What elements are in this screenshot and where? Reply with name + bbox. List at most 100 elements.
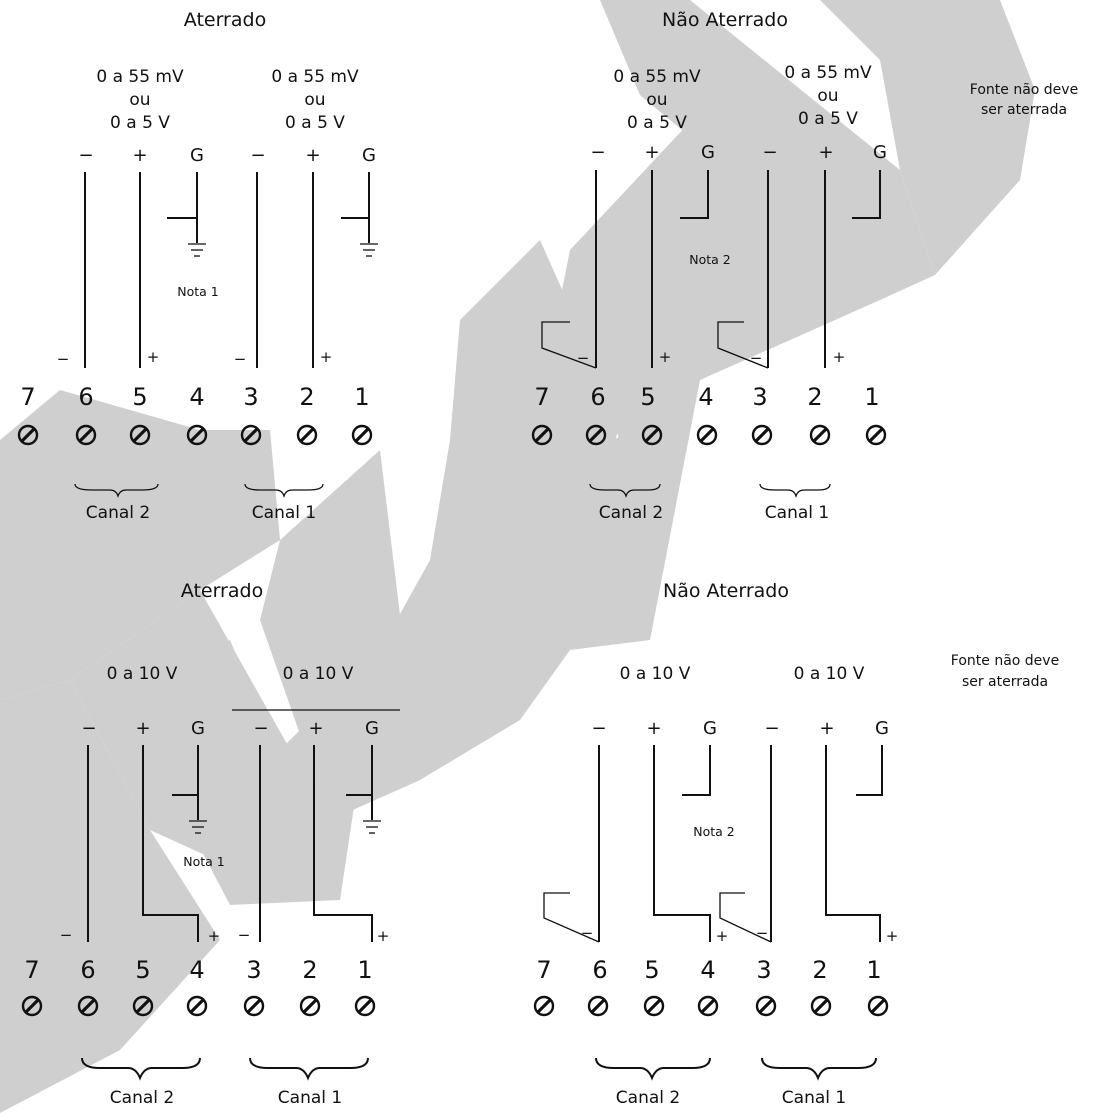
minus-label: − [750,349,763,367]
canal-label: Canal 1 [765,503,829,523]
minus-label: − [238,926,251,944]
canal-brace [249,1057,369,1081]
terminal-number: 3 [246,956,261,984]
canal-label: Canal 2 [86,503,150,523]
ground-label: G [365,718,379,739]
jumper-wire [825,745,881,942]
plus-label: + [132,145,147,166]
jumper-wire [653,745,711,942]
range-label-line: 0 a 5 V [798,109,858,129]
panel-title: Aterrado [181,580,263,602]
ground-symbol [341,172,378,257]
plus-label: + [320,348,333,366]
terminal-number: 4 [698,383,713,411]
terminal-screw [533,995,555,1017]
panel-title: Não Aterrado [663,580,789,602]
range-label-line: 0 a 5 V [285,113,345,133]
ground-symbol [167,172,206,257]
fonte-note-line: Fonte não deve [951,653,1059,669]
minus-label: − [57,350,70,368]
canal-brace [589,483,661,499]
terminal-screw [186,424,208,446]
terminal-numbers: 7 6 5 4 3 2 1 [20,383,369,411]
ground-symbol [346,745,381,834]
minus-label: − [81,718,96,739]
ground-wire [682,745,711,796]
terminal-number: 7 [20,383,35,411]
canal-brace [759,483,831,499]
range-label-line: ou [646,90,667,110]
range-label: 0 a 10 V [620,664,691,684]
terminal-number: 5 [132,383,147,411]
minus-label: − [756,924,769,942]
terminal-screws [17,424,373,446]
minus-label: − [590,142,605,163]
terminal-screw [17,424,39,446]
terminal-number: 7 [24,956,39,984]
terminal-screw [810,995,832,1017]
canal-label: Canal 2 [616,1088,680,1108]
jumper-wire [313,745,373,942]
terminal-screw [351,424,373,446]
range-label-line: ou [817,86,838,106]
terminal-numbers: 7 6 5 4 3 2 1 [24,956,372,984]
terminal-screw [585,424,607,446]
terminal-screw [531,424,553,446]
ground-label: G [703,718,717,739]
note-label: Nota 2 [689,252,731,267]
note-label: Nota 1 [183,854,225,869]
ground-label: G [875,718,889,739]
minus-label: − [577,349,590,367]
canal-label: Canal 2 [599,503,663,523]
ground-wire [852,170,881,219]
minus-label: − [234,350,247,368]
terminal-number: 5 [640,383,655,411]
terminal-number: 2 [812,956,827,984]
range-label-line: 0 a 55 mV [784,63,872,83]
range-label: 0 a 10 V [794,664,865,684]
terminal-number: 6 [590,383,605,411]
terminal-number: 6 [78,383,93,411]
panel-top-left: Aterrado 0 a 55 mV ou 0 a 5 V 0 a 55 mV … [17,9,378,523]
fonte-note-line: Fonte não deve [970,82,1078,98]
source-symbol [717,170,769,369]
terminal-screw [186,995,208,1017]
range-label-line: ou [304,90,325,110]
plus-label: + [818,142,833,163]
terminal-screw [697,995,719,1017]
panel-bottom-right: Não Aterrado 0 a 10 V 0 a 10 V Fonte não… [533,580,1059,1108]
range-label-line: ou [129,90,150,110]
terminal-number: 3 [752,383,767,411]
range-label: 0 a 10 V [107,664,178,684]
watermark [0,0,1035,1113]
canal-brace [74,483,159,499]
terminal-screw [354,995,376,1017]
plus-label: + [659,348,672,366]
terminal-number: 4 [700,956,715,984]
terminal-number: 1 [866,956,881,984]
plus-label: + [644,142,659,163]
plus-label: + [819,718,834,739]
range-label-line: 0 a 5 V [110,113,170,133]
minus-label: − [60,926,73,944]
terminal-number: 3 [243,383,258,411]
terminal-numbers: 7 6 5 4 3 2 1 [534,383,879,411]
ground-label: G [362,145,376,166]
terminal-screw [696,424,718,446]
terminal-screw [751,424,773,446]
terminal-number: 2 [299,383,314,411]
range-label-line: 0 a 5 V [627,113,687,133]
terminal-screw [867,995,889,1017]
minus-label: − [250,145,265,166]
jumper-wire [142,745,199,942]
note-label: Nota 2 [693,824,735,839]
range-label-line: 0 a 55 mV [271,67,359,87]
ground-label: G [701,142,715,163]
range-label-line: 0 a 55 mV [613,67,701,87]
minus-label: − [762,142,777,163]
fonte-note-line: ser aterrada [962,674,1048,690]
ground-label: G [873,142,887,163]
fonte-note-line: ser aterrada [981,102,1067,118]
